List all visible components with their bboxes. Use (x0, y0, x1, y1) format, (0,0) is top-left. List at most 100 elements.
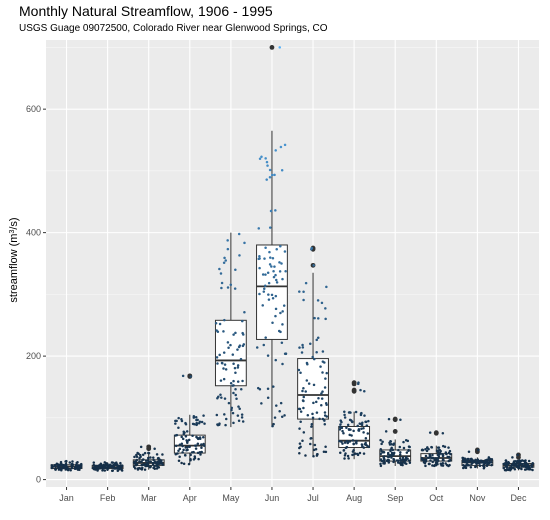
data-point-May (220, 286, 223, 290)
data-point-Dec (510, 464, 513, 467)
data-point-Oct (429, 455, 432, 459)
data-point-Jun (275, 278, 278, 282)
data-point-Aug (354, 410, 358, 414)
data-point-Sep (379, 448, 383, 451)
data-point-Apr (199, 453, 202, 456)
data-point-Aug (358, 451, 362, 455)
data-point-Aug (352, 429, 355, 433)
data-point-Nov (477, 448, 480, 452)
data-point-Jun (262, 343, 266, 347)
data-point-Sep (379, 438, 382, 442)
data-point-Mar (149, 460, 152, 464)
data-point-Apr (180, 418, 183, 421)
data-point-Feb (120, 468, 124, 472)
chart-subtitle: USGS Guage 09072500, Colorado River near… (19, 23, 328, 34)
data-point-Oct (441, 464, 445, 467)
data-point-Apr (184, 435, 188, 438)
data-point-Aug (361, 421, 364, 425)
data-point-Nov (490, 463, 493, 467)
data-point-Aug (355, 442, 358, 445)
data-point-May (222, 367, 225, 370)
data-point-Apr (177, 416, 180, 420)
data-point-Mar (147, 460, 150, 463)
data-point-Jul (324, 307, 327, 310)
data-point-Jul (300, 351, 304, 354)
data-point-Feb (108, 463, 112, 466)
data-point-Aug (351, 439, 355, 442)
data-point-May (227, 346, 230, 349)
data-point-Aug (344, 452, 347, 455)
data-point-Dec (520, 467, 523, 471)
data-point-Jul (302, 395, 306, 399)
data-point-Mar (156, 463, 159, 467)
data-point-Apr (194, 447, 198, 450)
data-point-Nov (467, 463, 471, 467)
data-point-May (219, 393, 222, 396)
data-point-Sep (395, 459, 399, 462)
data-point-Jun (273, 173, 276, 177)
data-point-Jan (71, 460, 74, 463)
data-point-Jan (74, 467, 77, 470)
data-point-Nov (476, 462, 479, 465)
data-point-Sep (404, 455, 408, 459)
data-point-Sep (398, 457, 402, 460)
data-point-Jul (309, 342, 312, 345)
data-point-Jul (302, 431, 306, 434)
data-point-Apr (180, 442, 184, 445)
data-point-Jun (265, 178, 268, 181)
data-point-Apr (202, 435, 205, 439)
data-point-May (232, 333, 235, 336)
data-point-Apr (200, 420, 204, 424)
data-point-May (229, 382, 233, 385)
data-point-Jun (271, 257, 275, 260)
data-point-Sep (383, 462, 386, 465)
x-tick-label-Aug: Aug (346, 493, 362, 503)
data-point-Dec (512, 460, 516, 463)
data-point-Mar (140, 460, 143, 463)
data-point-May (236, 364, 240, 367)
data-point-May (218, 267, 221, 271)
data-point-Jun (264, 157, 267, 160)
data-point-Jul (324, 317, 327, 321)
data-point-Jun (274, 209, 277, 212)
data-point-Dec (502, 466, 506, 470)
data-point-Mar (161, 463, 165, 466)
data-point-May (218, 422, 221, 425)
data-point-May (224, 423, 227, 427)
data-point-Mar (139, 445, 143, 449)
data-point-Dec (519, 460, 522, 463)
data-point-May (222, 351, 226, 354)
chart-title: Monthly Natural Streamflow, 1906 - 1995 (19, 3, 273, 19)
data-point-Oct (429, 459, 432, 462)
data-point-May (234, 268, 237, 272)
data-point-Aug (338, 439, 341, 443)
data-point-Feb (98, 466, 101, 470)
data-point-Dec (513, 468, 517, 471)
data-point-Jul (302, 290, 305, 294)
data-point-Jun (272, 385, 275, 388)
data-point-Jul (315, 400, 318, 404)
data-point-Oct (424, 458, 428, 461)
data-point-Aug (339, 451, 342, 455)
y-tick-label: 0 (36, 475, 41, 485)
data-point-Dec (514, 463, 517, 466)
data-point-Jun (271, 424, 274, 428)
data-point-Apr (181, 374, 185, 378)
data-point-Dec (523, 460, 527, 464)
data-point-May (224, 417, 228, 421)
data-point-Sep (406, 439, 410, 443)
data-point-Jul (313, 316, 316, 320)
data-point-Apr (175, 419, 178, 423)
data-point-Jul (302, 386, 305, 390)
data-point-Nov (483, 462, 487, 465)
data-point-Aug (346, 454, 350, 458)
x-tick-label-Dec: Dec (510, 493, 527, 503)
data-point-Oct (435, 457, 439, 460)
data-point-May (237, 419, 241, 423)
data-point-Aug (353, 452, 356, 456)
data-point-Jan (71, 463, 75, 466)
data-point-Dec (530, 463, 533, 467)
data-point-Aug (342, 449, 346, 452)
data-point-Dec (524, 465, 528, 469)
data-point-Sep (398, 445, 402, 449)
